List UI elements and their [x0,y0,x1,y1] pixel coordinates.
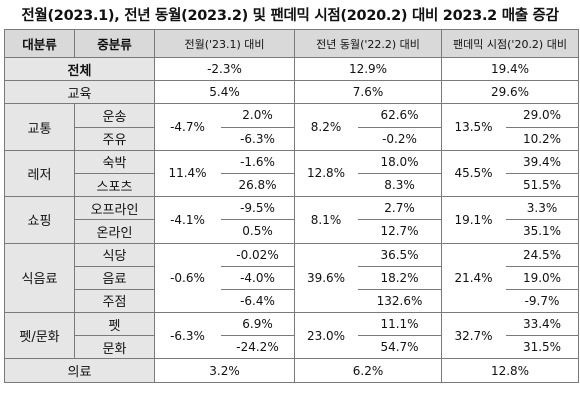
medical-prev-year: 6.2% [294,358,442,383]
header-prev-month: 전월('23.1) 대비 [154,29,295,58]
item-pandemic: 31.5% [505,335,579,360]
group-pandemic: 19.1% [441,196,506,244]
item-prev-year: 2.7% [357,196,442,221]
item-prev-month: -0.02% [220,242,295,267]
total-row: 전체 -2.3% 12.9% 19.4% [4,56,579,82]
item-prev-month: -4.0% [220,265,295,290]
education-label: 교육 [4,80,155,105]
item-pandemic: 3.3% [505,196,579,221]
item-pandemic: 51.5% [505,172,579,198]
group-label: 쇼핑 [4,196,75,244]
table-row: 펫/문화 펫 -6.3% 6.9% 23.0% 11.1% 32.7% 33.4% [4,312,579,360]
group-label: 펫/문화 [4,312,75,360]
group-label: 교통 [4,103,75,151]
item-prev-month: 26.8% [220,172,295,198]
education-prev-year: 7.6% [294,80,442,105]
group-prev-year: 8.1% [294,196,358,244]
table-row: 식음료 식당 -0.6% -0.02% 39.6% 36.5% 21.4% 24.5% [4,242,579,314]
item-prev-month: 6.9% [220,312,295,337]
total-label: 전체 [4,56,155,82]
item-prev-year: 8.3% [357,172,442,198]
item-prev-year: 12.7% [357,219,442,244]
total-pandemic: 19.4% [441,56,579,82]
education-pandemic: 29.6% [441,80,579,105]
group-prev-month: -4.7% [154,103,221,151]
table-row: 스포츠 26.8% 8.3% 51.5% [5,172,579,198]
medical-pandemic: 12.8% [441,358,579,383]
item-label: 식당 [74,242,155,267]
item-label: 펫 [74,312,155,337]
item-prev-month: -1.6% [220,149,295,174]
item-pandemic: 10.2% [505,126,579,151]
table-row: 레저 숙박 11.4% -1.6% 12.8% 18.0% 45.5% 39.4% [4,149,579,198]
item-label: 문화 [74,335,155,360]
item-pandemic: 39.4% [505,149,579,174]
table-row: 주유 -6.3% -0.2% 10.2% [5,126,579,151]
group-prev-year: 8.2% [294,103,358,151]
item-label: 스포츠 [74,172,155,198]
item-label: 주유 [74,126,155,151]
medical-label: 의료 [4,358,155,383]
item-prev-month: -9.5% [220,196,295,221]
education-prev-month: 5.4% [154,80,295,105]
item-pandemic: 33.4% [505,312,579,337]
item-pandemic: 19.0% [505,265,579,290]
item-prev-year: 18.2% [357,265,442,290]
item-pandemic: 35.1% [505,219,579,244]
group-pandemic: 32.7% [441,312,506,360]
item-prev-year: 18.0% [357,149,442,174]
table-row: 쇼핑 오프라인 -4.1% -9.5% 8.1% 2.7% 19.1% 3.3% [4,196,579,244]
item-label: 온라인 [74,219,155,244]
group-pandemic: 45.5% [441,149,506,198]
item-label: 주점 [74,288,155,314]
header-pandemic: 팬데믹 시점('20.2) 대비 [441,29,579,58]
total-prev-month: -2.3% [154,56,295,82]
group-prev-month: -4.1% [154,196,221,244]
header-minor: 중분류 [74,29,155,58]
item-prev-year: 11.1% [357,312,442,337]
table-row: 교통 운송 -4.7% 2.0% 8.2% 62.6% 13.5% 29.0% [4,103,579,151]
header-prev-year: 전년 동월('22.2) 대비 [294,29,442,58]
item-pandemic: 29.0% [505,103,579,128]
table-row: 음료 -4.0% 18.2% 19.0% [5,265,579,290]
item-label: 오프라인 [74,196,155,221]
group-prev-year: 23.0% [294,312,358,360]
item-prev-year: 36.5% [357,242,442,267]
item-prev-year: 132.6% [357,288,442,314]
item-prev-month: -24.2% [220,335,295,360]
item-prev-month: 0.5% [220,219,295,244]
medical-prev-month: 3.2% [154,358,295,383]
item-label: 운송 [74,103,155,128]
group-prev-month: 11.4% [154,149,221,198]
item-label: 음료 [74,265,155,290]
page-title: 전월(2023.1), 전년 동월(2023.2) 및 팬데믹 시점(2020.… [21,8,559,24]
group-prev-year: 39.6% [294,242,358,314]
item-prev-month: -6.4% [220,288,295,314]
group-prev-month: -6.3% [154,312,221,360]
group-label: 레저 [4,149,75,198]
group-prev-month: -0.6% [154,242,221,314]
group-label: 식음료 [4,242,75,314]
group-pandemic: 13.5% [441,103,506,151]
item-prev-year: -0.2% [357,126,442,151]
group-prev-year: 12.8% [294,149,358,198]
medical-row: 의료 3.2% 6.2% 12.8% [4,358,579,383]
item-prev-month: -6.3% [220,126,295,151]
header-row: 대분류 중분류 전월('23.1) 대비 전년 동월('22.2) 대비 팬데믹 시점(… [4,29,579,58]
table-row: 문화 -24.2% 54.7% 31.5% [5,335,579,360]
item-label: 숙박 [74,149,155,174]
item-prev-month: 2.0% [220,103,295,128]
item-prev-year: 62.6% [357,103,442,128]
item-pandemic: -9.7% [505,288,579,314]
table-row: 온라인 0.5% 12.7% 35.1% [5,219,579,244]
group-pandemic: 21.4% [441,242,506,314]
education-row: 교육 5.4% 7.6% 29.6% [4,80,579,105]
item-pandemic: 24.5% [505,242,579,267]
header-major: 대분류 [4,29,75,58]
sales-change-table: 대분류 중분류 전월('23.1) 대비 전년 동월('22.2) 대비 팬데믹 시점(… [4,29,579,383]
total-prev-year: 12.9% [294,56,442,82]
item-prev-year: 54.7% [357,335,442,360]
